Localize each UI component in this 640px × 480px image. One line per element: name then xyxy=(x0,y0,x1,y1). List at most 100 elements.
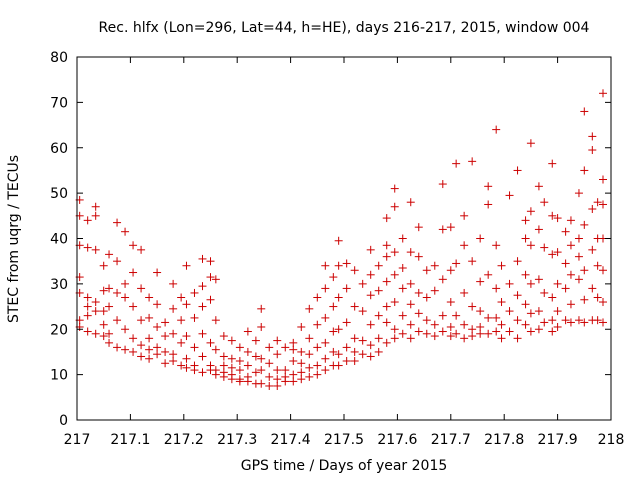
data-point xyxy=(243,361,252,370)
data-point xyxy=(251,336,260,345)
data-point xyxy=(177,361,186,370)
data-point xyxy=(289,370,298,379)
data-point xyxy=(91,329,100,338)
data-point xyxy=(492,241,501,250)
data-point xyxy=(398,234,407,243)
data-point xyxy=(390,202,399,211)
data-point xyxy=(265,372,274,381)
data-point xyxy=(321,366,330,375)
y-tick-label: 20 xyxy=(50,322,68,338)
data-point xyxy=(334,361,343,370)
data-point xyxy=(219,332,228,341)
data-point xyxy=(105,338,114,347)
data-point xyxy=(505,191,514,200)
data-point xyxy=(243,347,252,356)
data-point xyxy=(505,279,514,288)
data-point xyxy=(580,266,589,275)
data-point xyxy=(513,334,522,343)
data-point xyxy=(219,352,228,361)
data-point xyxy=(366,320,375,329)
x-tick-label: 217.6 xyxy=(377,432,417,448)
data-point xyxy=(321,313,330,322)
data-point xyxy=(548,316,557,325)
data-point xyxy=(227,363,236,372)
data-point xyxy=(83,243,92,252)
data-point xyxy=(313,293,322,302)
data-point xyxy=(227,375,236,384)
data-point xyxy=(297,347,306,356)
y-tick-label: 80 xyxy=(50,50,68,66)
data-point xyxy=(468,257,477,266)
data-point xyxy=(374,286,383,295)
data-point xyxy=(526,207,535,216)
data-point xyxy=(438,327,447,336)
data-point xyxy=(566,300,575,309)
data-point xyxy=(342,357,351,366)
data-point xyxy=(422,329,431,338)
data-point xyxy=(121,227,130,236)
data-point xyxy=(211,370,220,379)
data-point xyxy=(91,298,100,307)
data-point xyxy=(398,263,407,272)
data-point xyxy=(593,293,602,302)
data-point xyxy=(390,298,399,307)
data-point xyxy=(526,279,535,288)
data-point xyxy=(129,268,138,277)
data-point xyxy=(289,377,298,386)
x-tick-label: 217.3 xyxy=(217,432,257,448)
data-point xyxy=(492,327,501,336)
data-point xyxy=(484,200,493,209)
data-point xyxy=(438,225,447,234)
data-point xyxy=(321,338,330,347)
data-point xyxy=(121,293,130,302)
data-point xyxy=(390,184,399,193)
data-point xyxy=(121,279,130,288)
data-point xyxy=(169,304,178,313)
data-point xyxy=(484,270,493,279)
x-tick-label: 217.9 xyxy=(538,432,578,448)
data-point xyxy=(206,338,215,347)
data-point xyxy=(513,166,522,175)
data-point xyxy=(438,180,447,189)
data-point xyxy=(313,320,322,329)
data-point xyxy=(366,270,375,279)
data-point xyxy=(566,241,575,250)
data-point xyxy=(161,332,170,341)
data-point xyxy=(374,311,383,320)
data-point xyxy=(334,350,343,359)
x-tick-label: 217.1 xyxy=(110,432,150,448)
data-point xyxy=(390,248,399,257)
data-point xyxy=(452,159,461,168)
data-point xyxy=(406,300,415,309)
data-point xyxy=(422,316,431,325)
data-point xyxy=(113,316,122,325)
data-point xyxy=(398,311,407,320)
data-point xyxy=(113,218,122,227)
data-point xyxy=(406,334,415,343)
data-point xyxy=(580,107,589,116)
data-point xyxy=(83,302,92,311)
data-point xyxy=(540,318,549,327)
data-point xyxy=(430,320,439,329)
x-tick-label: 217.8 xyxy=(484,432,524,448)
data-point xyxy=(588,245,597,254)
data-point xyxy=(342,318,351,327)
data-point xyxy=(492,313,501,322)
data-point xyxy=(414,288,423,297)
data-point xyxy=(366,341,375,350)
data-point xyxy=(422,293,431,302)
data-point xyxy=(257,322,266,331)
data-point xyxy=(198,254,207,263)
data-point xyxy=(305,350,314,359)
data-point xyxy=(329,302,338,311)
data-point xyxy=(313,370,322,379)
data-point xyxy=(313,361,322,370)
y-tick-label: 50 xyxy=(50,186,68,202)
data-point xyxy=(297,359,306,368)
data-point xyxy=(374,334,383,343)
data-point xyxy=(452,311,461,320)
data-point xyxy=(513,291,522,300)
data-point xyxy=(561,284,570,293)
data-point xyxy=(342,343,351,352)
data-point xyxy=(553,279,562,288)
